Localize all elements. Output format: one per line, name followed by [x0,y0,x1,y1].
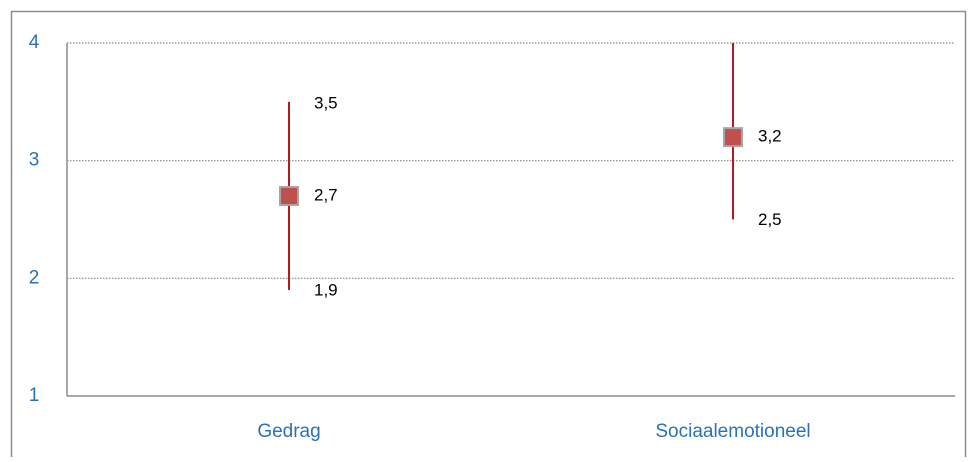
y-tick-label: 4 [29,32,40,53]
data-label: 3,2 [758,127,782,146]
y-tick-label: 2 [29,267,40,288]
x-tick-label: Sociaalemotioneel [655,421,810,442]
y-tick-label: 3 [29,150,40,171]
data-label: 2,7 [314,185,338,204]
marker [723,127,743,148]
data-label: 1,9 [314,281,338,300]
data-label: 3,5 [314,93,338,112]
marker [279,185,299,206]
y-tick-label: 1 [29,385,40,406]
data-label: 2,5 [758,210,782,229]
x-tick-label: Gedrag [257,421,320,442]
chart-border [10,10,967,462]
